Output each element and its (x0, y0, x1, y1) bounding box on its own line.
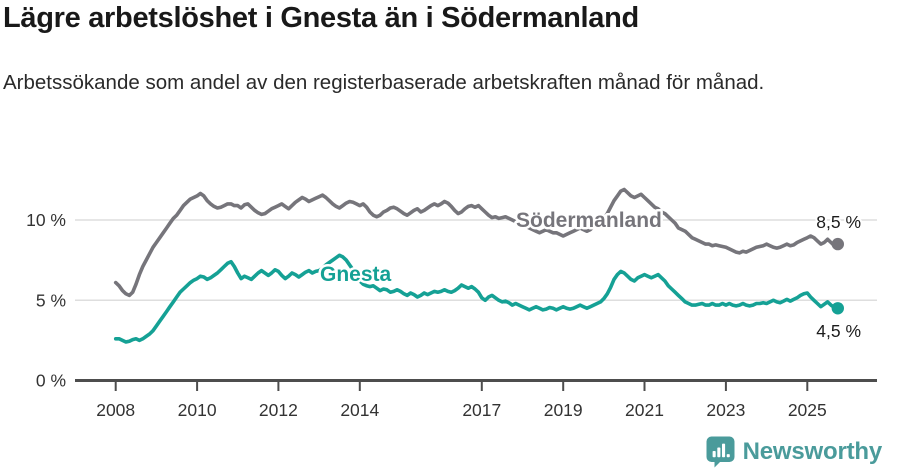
gridlines-layer (75, 219, 877, 302)
series-end-value-gnesta: 4,5 % (816, 321, 861, 341)
logo-bar-3 (721, 443, 725, 458)
axis-layer: 2008 2010 2012 2014 2017 2019 2021 2023 2025 0 % 5… (26, 210, 877, 420)
series-end-value-sodermanland: 8,5 % (816, 212, 861, 232)
series-end-dot-gnesta (831, 302, 844, 315)
x-tick-label-2025: 2025 (788, 400, 827, 420)
x-tick-label-2019: 2019 (544, 400, 583, 420)
labels-layer: Södermanland 8,5 % Gnesta 4,5 % (318, 207, 864, 344)
x-tick-label-2010: 2010 (178, 400, 217, 420)
x-tick-label-2008: 2008 (96, 400, 135, 420)
series-line-gnesta (113, 253, 840, 344)
x-tick-label-2012: 2012 (259, 400, 298, 420)
logo-bubble (706, 436, 735, 468)
x-tick-label-2023: 2023 (706, 400, 745, 420)
y-tick-label-10pct: 10 % (26, 210, 66, 230)
y-tick-label-5pct: 5 % (36, 290, 66, 310)
x-tick-label-2017: 2017 (462, 400, 501, 420)
series-label-gnesta: Gnesta (320, 263, 392, 286)
logo-exclamation-dot (726, 454, 730, 458)
y-tick-label-0pct: 0 % (36, 371, 66, 391)
series-layer (113, 187, 844, 344)
chart-title: Lägre arbetslöshet i Gnesta än i Söderma… (3, 2, 639, 34)
x-tick-label-2014: 2014 (340, 400, 379, 420)
newsworthy-logo-text: Newsworthy (742, 437, 883, 465)
series-line-sodermanland (113, 187, 840, 298)
series-end-dot-sodermanland (831, 237, 844, 251)
logo-bar-1 (712, 451, 716, 458)
logo-bar-2 (716, 447, 721, 458)
x-tick-label-2021: 2021 (625, 400, 664, 420)
newsworthy-logo-icon (706, 436, 735, 468)
chart-subtitle: Arbetssökande som andel av den registerb… (3, 71, 765, 94)
series-label-sodermanland: Södermanland (516, 209, 662, 232)
footer-brand: Newsworthy (705, 435, 882, 468)
